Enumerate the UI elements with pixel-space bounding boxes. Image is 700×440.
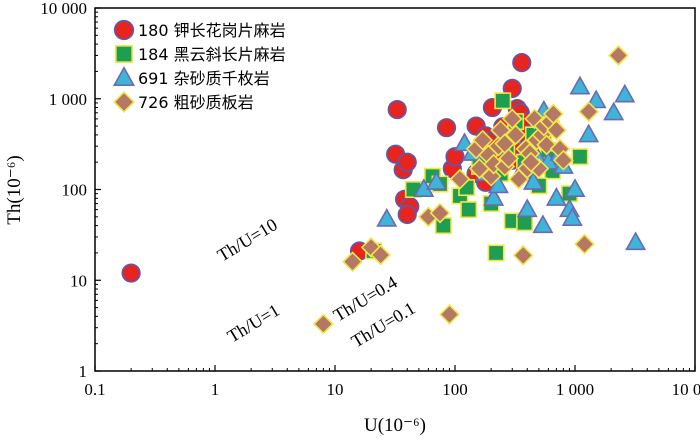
legend-marker-diamond <box>113 91 135 113</box>
data-point-circle <box>445 147 465 167</box>
legend-marker-triangle <box>112 66 136 86</box>
data-point-triangle <box>516 198 538 218</box>
data-point-triangle <box>522 171 544 190</box>
data-point-square <box>460 201 478 219</box>
x-tick-label: 100 <box>442 380 468 399</box>
data-point-diamond <box>520 151 542 173</box>
legend-label: 180 钾长花岗片麻岩 <box>138 21 286 40</box>
data-point-diamond <box>480 165 502 187</box>
data-point-square <box>571 148 589 166</box>
data-point-diamond <box>578 101 600 123</box>
x-tick-label: 1 <box>211 380 220 399</box>
data-points <box>121 45 647 335</box>
data-point-diamond <box>312 313 334 335</box>
data-point-diamond <box>429 202 451 224</box>
reference-line-label: Th/U=10 <box>214 214 281 265</box>
data-point-circle <box>387 99 407 120</box>
legend-label: 184 黑云斜长片麻岩 <box>138 45 286 64</box>
data-point-diamond <box>342 251 363 273</box>
legend-background <box>108 15 308 117</box>
data-point-triangle <box>585 89 607 109</box>
y-tick-label: 1 000 <box>49 90 87 109</box>
data-point-triangle <box>625 231 647 251</box>
y-tick-label: 10 <box>70 271 87 290</box>
data-point-triangle <box>545 187 567 206</box>
data-point-triangle <box>603 101 625 121</box>
data-point-square <box>487 244 505 262</box>
data-point-diamond <box>360 237 382 258</box>
data-point-triangle <box>376 208 398 227</box>
data-point-diamond <box>512 244 534 266</box>
x-tick-label: 0.1 <box>84 380 105 399</box>
data-point-diamond <box>552 149 574 171</box>
x-axis-title: U(10⁻⁶) <box>364 415 426 436</box>
data-point-triangle <box>425 171 447 190</box>
y-tick-label: 100 <box>62 181 88 200</box>
data-point-circle <box>121 263 141 283</box>
data-point-triangle <box>564 178 586 198</box>
data-point-diamond <box>546 119 567 141</box>
data-point-triangle <box>614 83 636 103</box>
data-point-circle <box>397 152 417 172</box>
data-point-circle <box>397 204 417 225</box>
data-point-diamond <box>370 244 392 266</box>
data-point-diamond <box>472 129 494 151</box>
series-diamond <box>312 45 629 335</box>
y-axis-title: Th(10⁻⁶) <box>4 155 25 224</box>
x-tick-label: 1 000 <box>556 380 594 399</box>
data-point-triangle <box>487 174 509 194</box>
data-point-diamond <box>498 148 520 169</box>
x-tick-label: 10 <box>327 380 344 399</box>
data-point-square <box>516 214 534 232</box>
data-point-diamond <box>439 304 460 325</box>
data-point-triangle <box>569 75 591 95</box>
data-point-circle <box>512 53 532 73</box>
data-point-square <box>494 92 512 110</box>
data-point-diamond <box>449 168 471 190</box>
data-point-diamond <box>574 233 595 255</box>
data-point-diamond <box>494 133 516 155</box>
legend-label: 726 粗砂质板岩 <box>138 93 254 112</box>
legend-label: 691 杂砂质千枚岩 <box>138 69 270 88</box>
data-point-triangle <box>578 123 600 143</box>
data-point-triangle <box>532 214 554 234</box>
y-tick-label: 10 000 <box>40 0 87 18</box>
data-point-diamond <box>607 45 629 66</box>
data-point-triangle <box>561 207 583 226</box>
data-point-triangle <box>483 187 505 206</box>
legend: 180 钾长花岗片麻岩 184 黑云斜长片麻岩 691 杂砂质千枚岩 726 粗砂质板… <box>108 15 308 117</box>
legend-marker-square <box>115 45 133 63</box>
legend-marker-circle <box>113 19 135 41</box>
x-tick-label: 10 000 <box>672 380 700 399</box>
y-tick-label: 1 <box>79 362 88 381</box>
data-point-circle <box>436 118 457 138</box>
reference-line-label: Th/U=1 <box>224 300 283 347</box>
